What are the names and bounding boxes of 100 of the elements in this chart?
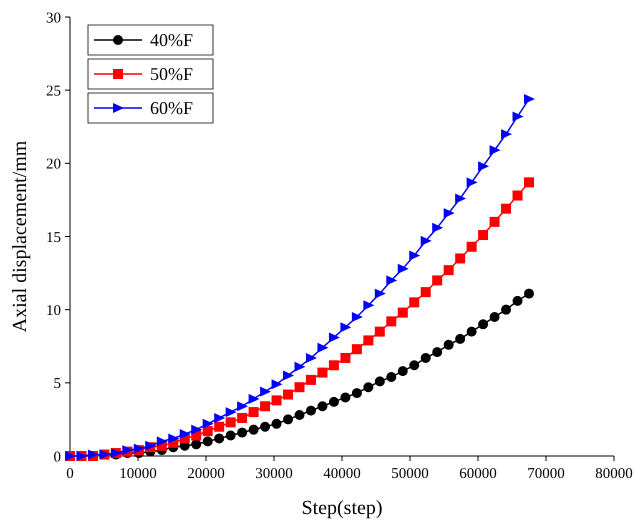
point: [237, 401, 248, 412]
point: [386, 275, 398, 286]
point: [490, 145, 501, 156]
y-tick-label: 0: [54, 449, 61, 466]
point: [363, 300, 374, 310]
point: [455, 193, 466, 204]
point: [386, 316, 396, 326]
x-tick-label: 0: [66, 466, 74, 482]
point: [455, 334, 466, 344]
point: [363, 382, 374, 392]
y-tick-label: 10: [46, 302, 61, 319]
point: [478, 161, 490, 172]
point: [248, 394, 260, 404]
point: [260, 401, 270, 412]
x-tick-label: 30000: [255, 466, 293, 482]
y-tick-label: 20: [46, 156, 61, 173]
point: [490, 312, 500, 322]
point: [398, 264, 409, 274]
point: [294, 362, 306, 372]
x-tick-label: 40000: [323, 466, 361, 482]
point: [272, 418, 282, 429]
point: [202, 418, 214, 429]
point: [512, 296, 523, 306]
point: [191, 424, 202, 435]
point: [214, 422, 224, 432]
point: [272, 395, 282, 406]
point: [352, 344, 362, 354]
point: [317, 368, 328, 378]
point: [398, 308, 408, 318]
point: [420, 236, 432, 246]
point: [432, 275, 442, 286]
point: [202, 426, 213, 436]
x-tick-label: 80000: [595, 466, 633, 482]
point: [374, 288, 386, 299]
point: [466, 326, 477, 337]
point: [455, 253, 466, 264]
point: [226, 407, 237, 418]
x-tick-label: 70000: [527, 466, 565, 482]
x-tick-label: 60000: [459, 466, 497, 482]
point: [444, 340, 454, 350]
point: [283, 390, 294, 400]
point: [306, 406, 316, 416]
point: [420, 352, 431, 363]
point: [420, 287, 431, 298]
y-tick-label: 5: [54, 376, 61, 392]
point: [512, 112, 524, 122]
x-tick-label: 20000: [187, 466, 225, 482]
point: [444, 265, 454, 276]
point: [386, 372, 396, 382]
point: [180, 429, 191, 440]
point: [352, 388, 362, 398]
point: [156, 436, 168, 446]
point: [294, 382, 304, 392]
y-tick-label: 15: [46, 230, 61, 246]
point: [466, 177, 478, 188]
point: [237, 412, 248, 423]
point: [432, 347, 442, 358]
point: [317, 342, 328, 353]
legend-label: 40%F: [150, 30, 194, 50]
x-tick-label: 10000: [119, 466, 157, 482]
point: [409, 250, 420, 261]
point: [260, 386, 272, 397]
point: [478, 319, 488, 330]
point: [398, 366, 408, 376]
point: [214, 433, 224, 444]
point: [306, 374, 316, 385]
y-axis-title: Axial displacement/mm: [9, 140, 31, 332]
point: [248, 407, 259, 418]
point: [512, 190, 523, 201]
point: [226, 430, 236, 441]
point: [328, 360, 339, 370]
point: [248, 424, 259, 435]
point: [432, 222, 444, 233]
point: [340, 392, 350, 402]
legend-label: 60%F: [150, 98, 194, 118]
point: [214, 412, 226, 423]
y-tick-label: 25: [46, 83, 61, 100]
point: [202, 436, 213, 446]
x-tick-label: 50000: [391, 466, 429, 482]
point: [260, 422, 270, 432]
point: [501, 204, 512, 214]
point: [352, 312, 363, 322]
point: [478, 230, 488, 240]
point: [363, 335, 374, 346]
point: [191, 439, 202, 450]
legend-label: 50%F: [150, 64, 194, 84]
point: [294, 410, 304, 420]
point: [374, 326, 385, 337]
point: [409, 360, 420, 370]
point: [444, 208, 455, 218]
point: [340, 352, 350, 363]
point: [283, 370, 294, 381]
point: [501, 129, 512, 140]
point: [466, 242, 477, 252]
point: [409, 297, 420, 308]
point: [340, 322, 352, 332]
point: [328, 332, 340, 342]
point: [237, 428, 248, 438]
point: [490, 216, 500, 227]
point: [374, 376, 385, 386]
